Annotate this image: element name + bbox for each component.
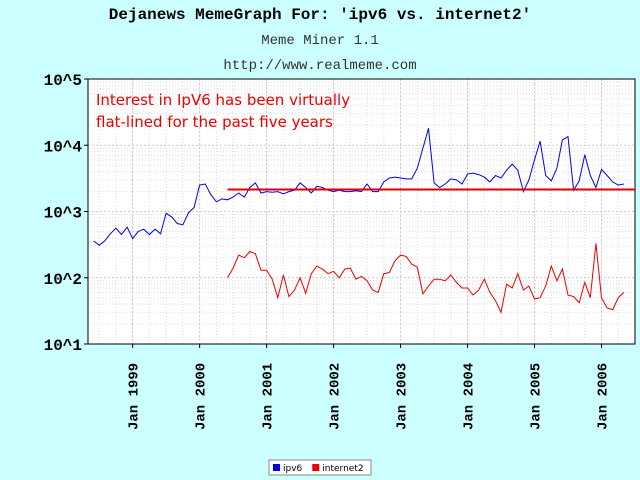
legend-label: ipv6 (283, 464, 303, 474)
legend-box (268, 459, 372, 476)
y-tick-label: 10^1 (44, 337, 82, 355)
annotation: flat-lined for the past five years (96, 113, 333, 131)
annotation: Interest in IpV6 has been virtually (96, 91, 350, 109)
legend: ipv6 internet2 (268, 459, 372, 476)
legend-swatch (312, 464, 320, 471)
y-tick-label: 10^5 (44, 72, 82, 90)
x-tick-label: Jan 2000 (194, 363, 210, 430)
x-tick-label: Jan 2004 (462, 363, 478, 430)
x-tick-label: Jan 1999 (127, 363, 143, 430)
source-url: http://www.realmeme.com (223, 58, 416, 74)
x-tick-label: Jan 2006 (596, 363, 612, 430)
legend-swatch (273, 464, 280, 471)
x-tick-label: Jan 2003 (395, 363, 411, 430)
chart-title: Dejanews MemeGraph For: 'ipv6 vs. intern… (109, 6, 531, 24)
x-tick-label: Jan 2005 (529, 363, 545, 430)
series-line (227, 243, 625, 314)
series-line (93, 128, 624, 246)
plot-frame (87, 78, 636, 345)
y-tick-label: 10^3 (44, 205, 82, 223)
x-tick-label: Jan 2002 (328, 363, 344, 430)
y-tick-label: 10^4 (44, 138, 83, 156)
chart-subtitle: Meme Miner 1.1 (261, 33, 379, 49)
legend-label: internet2 (322, 464, 363, 474)
x-tick-label: Jan 2001 (261, 363, 277, 430)
y-tick-label: 10^2 (44, 271, 82, 289)
